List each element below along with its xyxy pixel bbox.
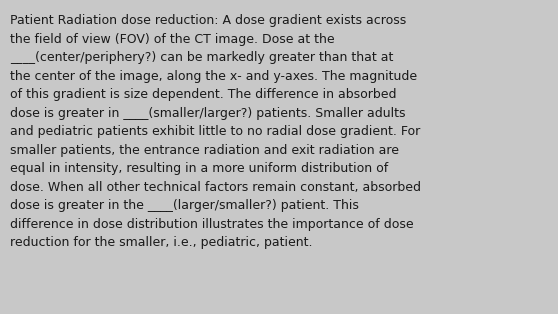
Text: Patient Radiation dose reduction: A dose gradient exists across
the field of vie: Patient Radiation dose reduction: A dose… [10, 14, 421, 249]
